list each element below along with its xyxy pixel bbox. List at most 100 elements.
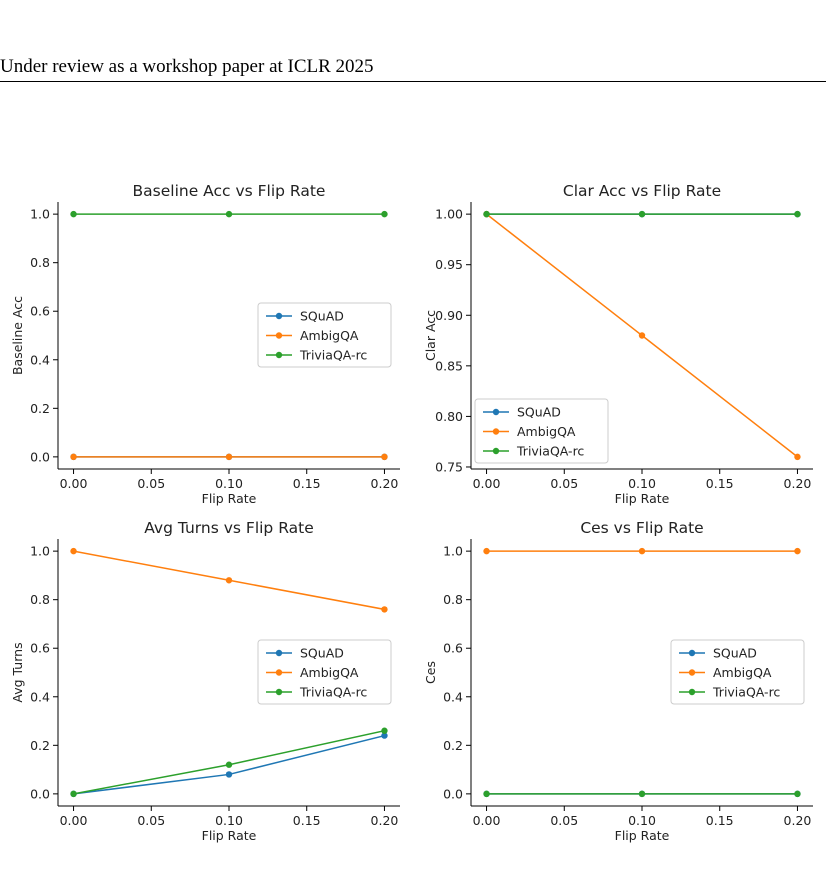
data-point-triviaqa-rc: [638, 790, 646, 798]
x-tick-label: 0.20: [784, 813, 812, 828]
x-tick-label: 0.10: [215, 813, 243, 828]
legend-label: AmbigQA: [713, 665, 772, 680]
data-point-ambigqa: [70, 453, 77, 461]
legend-label: SQuAD: [300, 309, 344, 324]
legend-label: SQuAD: [300, 646, 344, 661]
y-tick-label: 0.85: [435, 358, 463, 373]
chart-avg-turns: Avg Turns vs Flip Rate 0.00 0.05 0.10 0.15 0.…: [10, 519, 400, 843]
data-point-triviaqa-rc: [638, 210, 646, 218]
x-tick-label: 0.15: [293, 813, 321, 828]
y-tick-label: 0.8: [30, 592, 50, 607]
data-point-triviaqa-rc: [70, 210, 77, 218]
x-tick-label: 0.20: [371, 476, 399, 491]
y-tick-label: 1.0: [443, 544, 463, 559]
data-point-ambigqa: [794, 547, 801, 555]
chart-legend: SQuAD AmbigQA TriviaQA-rc: [474, 398, 609, 464]
legend-swatch-marker: [275, 332, 283, 339]
legend-label: SQuAD: [517, 405, 561, 420]
x-tick-label: 0.15: [706, 813, 734, 828]
chart-legend: SQuAD AmbigQA TriviaQA-rc: [257, 639, 392, 705]
legend-box: [670, 639, 805, 705]
data-point-ambigqa: [794, 453, 801, 461]
x-tick-label: 0.00: [60, 813, 88, 828]
y-tick-label: 0.2: [30, 738, 50, 753]
data-point-ambigqa: [638, 547, 646, 555]
header-rule: [0, 81, 826, 82]
y-tick-label: 0.6: [30, 641, 50, 656]
page-header: Under review as a workshop paper at ICLR…: [0, 56, 374, 77]
legend-label: SQuAD: [713, 646, 757, 661]
x-tick-label: 0.10: [628, 813, 656, 828]
x-tick-label: 0.20: [784, 476, 812, 491]
legend-box: [474, 398, 609, 464]
chart-baseline-acc: Baseline Acc vs Flip Rate 0.00 0.05 0.10 0.1…: [10, 182, 400, 506]
x-tick-label: 0.10: [628, 476, 656, 491]
y-tick-label: 1.0: [30, 207, 50, 222]
y-axis-label: Ces: [423, 661, 438, 684]
data-point-ambigqa: [225, 453, 233, 461]
chart-legend: SQuAD AmbigQA TriviaQA-rc: [257, 302, 392, 368]
legend-swatch-marker: [275, 312, 283, 320]
y-tick-label: 0.2: [30, 401, 50, 416]
y-tick-label: 0.0: [443, 786, 463, 801]
y-tick-label: 1.0: [30, 544, 50, 559]
chart-title: Clar Acc vs Flip Rate: [563, 182, 721, 200]
y-tick-label: 0.0: [30, 786, 50, 801]
y-tick-label: 0.80: [435, 409, 463, 424]
data-point-squad: [381, 732, 388, 739]
data-point-triviaqa-rc: [225, 761, 233, 768]
data-point-triviaqa-rc: [381, 210, 388, 218]
legend-box: [257, 302, 392, 368]
legend-box: [257, 639, 392, 705]
data-point-triviaqa-rc: [225, 210, 233, 218]
data-point-triviaqa-rc: [794, 210, 801, 218]
data-point-ambigqa: [70, 547, 77, 555]
legend-swatch-marker: [688, 688, 696, 696]
y-tick-label: 1.00: [435, 207, 463, 222]
legend-label: AmbigQA: [517, 424, 576, 439]
data-point-triviaqa-rc: [70, 790, 77, 798]
data-point-squad: [225, 771, 233, 778]
data-point-ambigqa: [483, 547, 490, 555]
legend-label: TriviaQA-rc: [516, 444, 584, 459]
y-axis-label: Clar Acc: [423, 310, 438, 361]
legend-swatch-marker: [492, 447, 500, 455]
y-tick-label: 0.6: [443, 641, 463, 656]
x-tick-label: 0.05: [550, 813, 578, 828]
x-tick-label: 0.15: [706, 476, 734, 491]
y-tick-label: 0.8: [30, 255, 50, 270]
chart-title: Avg Turns vs Flip Rate: [144, 519, 314, 537]
x-tick-label: 0.00: [473, 813, 501, 828]
legend-label: AmbigQA: [300, 328, 359, 343]
x-axis-label: Flip Rate: [202, 491, 257, 506]
y-tick-label: 0.4: [30, 352, 50, 367]
data-point-ambigqa: [225, 577, 233, 584]
legend-swatch-marker: [275, 351, 283, 359]
x-tick-label: 0.20: [371, 813, 399, 828]
x-tick-label: 0.00: [473, 476, 501, 491]
x-axis-label: Flip Rate: [615, 828, 670, 843]
x-tick-label: 0.05: [137, 813, 165, 828]
x-tick-label: 0.10: [215, 476, 243, 491]
chart-ces: Ces vs Flip Rate 0.00 0.05 0.10 0.15 0.20 0.0 0…: [423, 519, 813, 843]
y-tick-label: 0.4: [443, 689, 463, 704]
legend-swatch-marker: [492, 428, 500, 435]
legend-swatch-marker: [275, 649, 283, 657]
legend-swatch-marker: [492, 408, 500, 416]
y-tick-label: 0.0: [30, 449, 50, 464]
y-tick-label: 0.8: [443, 592, 463, 607]
y-axis-label: Avg Turns: [10, 642, 25, 702]
y-axis-label: Baseline Acc: [10, 296, 25, 375]
legend-label: TriviaQA-rc: [712, 685, 780, 700]
legend-label: TriviaQA-rc: [299, 348, 367, 363]
legend-swatch-marker: [688, 669, 696, 676]
y-tick-label: 0.90: [435, 308, 463, 323]
data-point-triviaqa-rc: [794, 790, 801, 798]
legend-swatch-marker: [688, 649, 696, 657]
y-tick-label: 0.4: [30, 689, 50, 704]
chart-clar-acc: Clar Acc vs Flip Rate 0.00 0.05 0.10 0.15 0.2…: [423, 182, 813, 506]
x-tick-label: 0.05: [550, 476, 578, 491]
data-point-triviaqa-rc: [381, 727, 388, 734]
chart-title: Ces vs Flip Rate: [580, 519, 703, 537]
legend-swatch-marker: [275, 688, 283, 696]
